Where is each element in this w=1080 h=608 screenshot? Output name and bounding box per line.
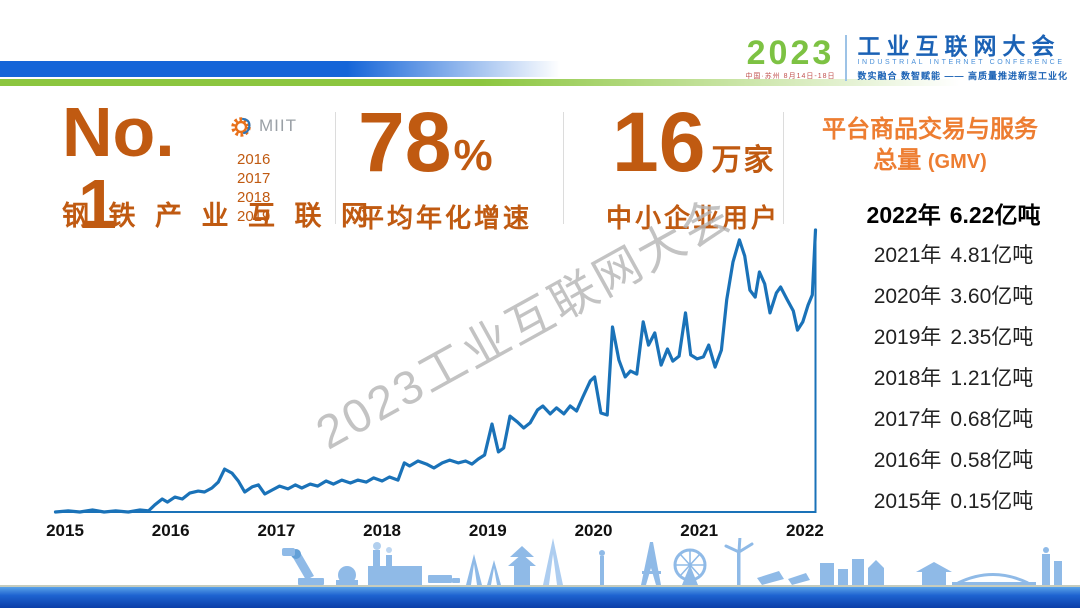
conference-title-en: INDUSTRIAL INTERNET CONFERENCE (857, 59, 1065, 66)
rank-stat-label: 钢 铁 产 业 互 联 网 (62, 201, 375, 231)
x-tick-label: 2022 (785, 521, 824, 540)
gmv-row-year: 2022年 (866, 201, 941, 228)
miit-gear-icon (231, 117, 251, 137)
gmv-row: 2017年 0.68亿吨 (835, 397, 1072, 438)
users-value: 16 (612, 95, 706, 189)
logo-year-block: 2023 中国·苏州 8月14日-18日 (745, 36, 835, 81)
growth-unit: % (453, 131, 493, 180)
gmv-title-zongliang: 总量 (873, 147, 922, 174)
gmv-row-value: 0.68亿吨 (950, 407, 1034, 431)
x-tick-label: 2018 (363, 521, 401, 540)
gmv-row-year: 2019年 (873, 325, 942, 349)
users-unit: 万家 (711, 144, 776, 177)
x-tick-label: 2017 (257, 521, 296, 540)
rank-year: 2017 (237, 170, 271, 187)
rank-year: 2018 (237, 189, 271, 206)
stat-divider-3 (783, 112, 784, 224)
growth-label: 平均年化增速 (358, 203, 533, 233)
growth-stat: 78 % (358, 100, 493, 184)
gmv-row: 2020年 3.60亿吨 (835, 274, 1072, 315)
gmv-row-year: 2020年 (873, 284, 942, 308)
top-blue-stripe (0, 61, 560, 77)
rank-year: 2019 (237, 208, 271, 225)
x-tick-label: 2020 (574, 521, 613, 540)
gmv-row: 2021年 4.81亿吨 (835, 233, 1072, 274)
rank-years-list: 2016 2017 2018 2019 (237, 150, 270, 226)
conference-tagline: 数实融合 数智赋能 —— 高质量推进新型工业化 (857, 71, 1068, 81)
conference-title: 工业互联网大会 (857, 33, 1061, 59)
stat-divider-1 (335, 112, 336, 224)
stat-divider-2 (563, 112, 564, 224)
skyline-ground-line (0, 585, 1080, 587)
gmv-row-value: 4.81亿吨 (950, 243, 1034, 267)
gmv-row-year: 2016年 (873, 448, 942, 472)
gmv-rows-list: 2022年 6.22亿吨 2021年 4.81亿吨 2020年 3.60亿吨 2019年 2.… (835, 192, 1072, 520)
gmv-row-year: 2017年 (873, 407, 942, 431)
gmv-row: 2015年 0.15亿吨 (835, 479, 1072, 520)
growth-value: 78 (358, 95, 452, 189)
rank-year: 2016 (237, 151, 271, 168)
gmv-row-value: 2.35亿吨 (950, 325, 1034, 349)
rank-prefix: No. (62, 93, 175, 171)
gmv-row-year: 2018年 (873, 366, 942, 390)
gmv-row-value: 3.60亿吨 (950, 284, 1034, 308)
logo-divider (845, 35, 848, 81)
x-tick-label: 2021 (680, 521, 719, 540)
gmv-row-value: 0.58亿吨 (950, 448, 1034, 472)
gmv-panel-title: 平台商品交易与服务 总量 (GMV) (788, 114, 1072, 178)
gmv-title-suffix: (GMV) (927, 151, 987, 173)
top-green-stripe (0, 79, 960, 86)
bottom-blue-band (0, 587, 1080, 608)
x-tick-label: 2019 (468, 521, 507, 540)
gmv-title-line1: 平台商品交易与服务 (822, 116, 1038, 143)
gmv-row: 2022年 6.22亿吨 (835, 192, 1072, 233)
gmv-title-line2: 总量 (GMV) (788, 145, 1072, 178)
gmv-row: 2016年 0.58亿吨 (835, 438, 1072, 479)
gmv-row-year: 2021年 (873, 243, 942, 267)
conference-logo: 2023 中国·苏州 8月14日-18日 工业互联网大会 INDUSTRIAL … (745, 34, 1068, 82)
users-label: 中小企业用户 (606, 203, 781, 233)
rank-number: 1 (78, 165, 117, 243)
gmv-row-value: 0.15亿吨 (950, 489, 1034, 513)
gmv-row-year: 2015年 (873, 489, 942, 513)
x-tick-label: 2016 (151, 521, 190, 540)
miit-label: MIIT (259, 116, 297, 135)
chart-axis-frame (55, 230, 817, 513)
chart-data-line (53, 228, 818, 514)
city-skyline-decoration (282, 538, 1062, 585)
gmv-row: 2019年 2.35亿吨 (835, 315, 1072, 356)
gmv-row-value: 1.21亿吨 (950, 366, 1034, 390)
users-stat: 16 万家 (612, 100, 775, 184)
logo-year: 2023 (746, 33, 835, 72)
gmv-row-value: 6.22亿吨 (949, 201, 1041, 228)
logo-title-block: 工业互联网大会 INDUSTRIAL INTERNET CONFERENCE 数… (857, 34, 1068, 82)
miit-badge: MIIT (230, 114, 297, 138)
gmv-row: 2018年 1.21亿吨 (835, 356, 1072, 397)
logo-location-date: 中国·苏州 8月14日-18日 (745, 72, 836, 80)
x-tick-label: 2015 (46, 521, 84, 540)
